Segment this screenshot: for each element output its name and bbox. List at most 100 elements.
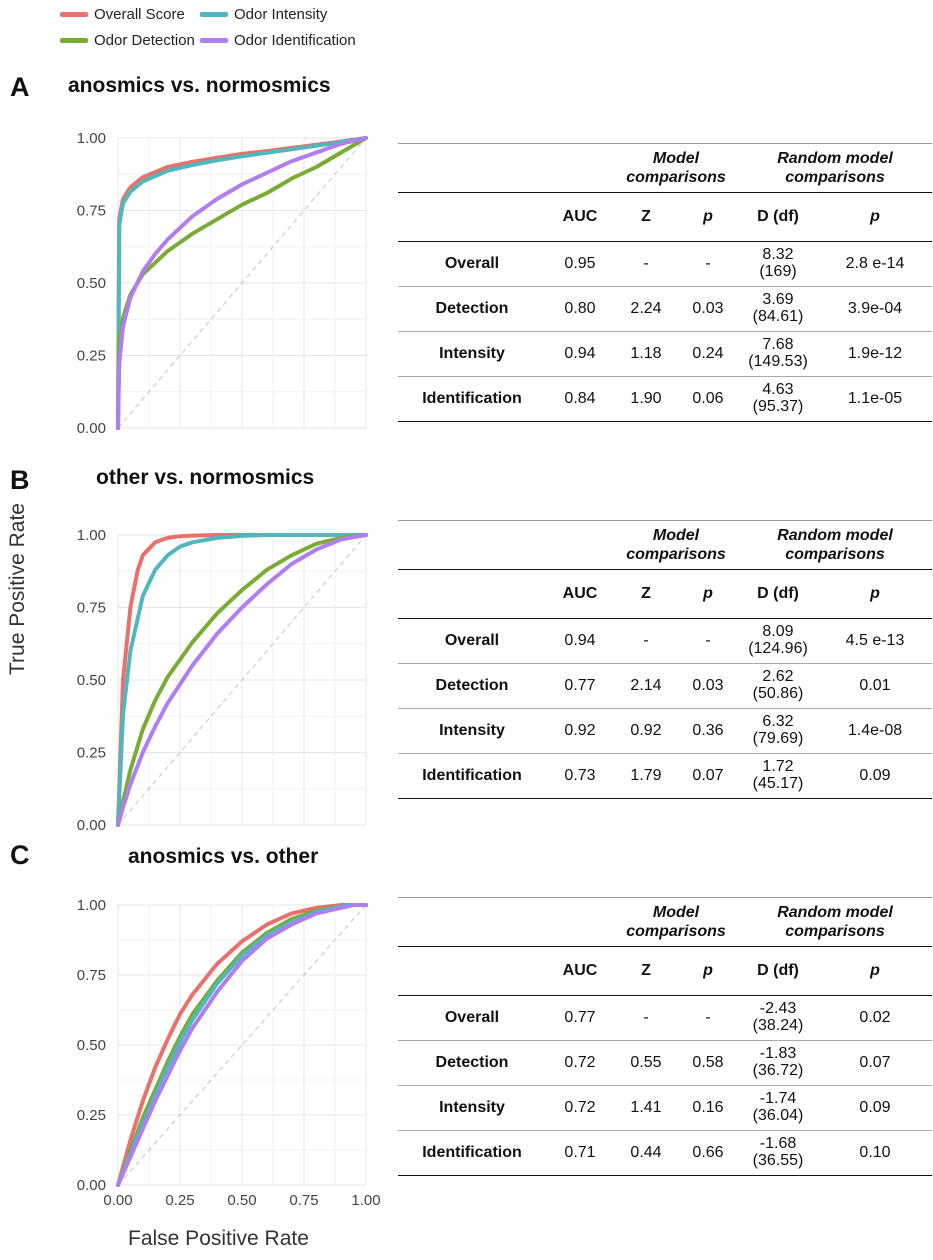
stats-table-a: Model comparisons Random model comparison… [398,143,932,422]
x-tick-label: 0.25 [165,1192,194,1209]
x-tick-label: 1.00 [351,1192,380,1209]
cell-z: - [614,241,678,287]
cell-d-df: 7.68 (149.53) [738,331,818,377]
header-random-p: p [818,569,932,619]
cell-p: 0.06 [678,376,738,422]
header-d-df: D (df) [738,192,818,242]
cell-d-df: 6.32 (79.69) [738,708,818,754]
y-axis-title: True Positive Rate [6,503,29,675]
cell-d-df: -2.43 (38.24) [738,995,818,1041]
cell-auc: 0.73 [546,753,614,799]
legend-label-overall: Overall Score [94,6,185,23]
cell-auc: 0.71 [546,1130,614,1176]
table-row: Identification 0.71 0.44 0.66 -1.68 (36.55) 0.… [398,1130,932,1176]
cell-d-df: 1.72 (45.17) [738,753,818,799]
cell-df-value: (38.24) [752,1017,804,1034]
y-tick-label: 1.00 [77,527,106,544]
cell-p: - [678,618,738,664]
x-tick-label: 0.75 [289,1192,318,1209]
cell-random-p: 1.1e-05 [818,376,932,422]
header-random-p: p [818,192,932,242]
roc-line-intensity [116,533,368,827]
table-row: Identification 0.73 1.79 0.07 1.72 (45.17) 0.0… [398,753,932,799]
cell-z: 0.44 [614,1130,678,1176]
cell-random-p: 2.8 e-14 [818,241,932,287]
cell-p: - [678,241,738,287]
cell-df-value: (79.69) [752,730,804,747]
table-row: Intensity 0.92 0.92 0.36 6.32 (79.69) 1.4e-08 [398,708,932,754]
roc-plot-a: 0.00 0.25 0.50 0.75 1.00 [77,130,368,437]
cell-auc: 0.72 [546,1085,614,1131]
cell-auc: 0.72 [546,1040,614,1086]
table-row: Detection 0.72 0.55 0.58 -1.83 (36.72) 0.07 [398,1040,932,1086]
legend-item-detection: Odor Detection [60,32,195,49]
header-random-model-comparisons: Random model comparisons [738,520,932,570]
y-tick-label: 0.50 [77,672,106,689]
panel-letter-a: A [10,72,30,102]
cell-z: - [614,618,678,664]
panel-letter-c: C [10,840,30,870]
cell-d-value: 2.62 [762,668,794,686]
y-tick-label: 0.00 [77,817,106,834]
cell-p: 0.03 [678,663,738,709]
cell-p: 0.24 [678,331,738,377]
cell-d-value: -1.74 [759,1090,797,1108]
row-label: Detection [398,1040,546,1086]
cell-random-p: 0.02 [818,995,932,1041]
row-label: Overall [398,995,546,1041]
legend-swatch-detection [60,38,88,43]
row-label: Identification [398,753,546,799]
header-z: Z [614,569,678,619]
y-tick-label: 0.75 [77,600,106,617]
header-model-comparisons: Model comparisons [614,897,738,947]
header-d-df: D (df) [738,569,818,619]
roc-line-identification [116,903,368,1187]
cell-random-p: 0.01 [818,663,932,709]
y-tick-label: 0.50 [77,1037,106,1054]
table-row: Detection 0.77 2.14 0.03 2.62 (50.86) 0.01 [398,663,932,709]
row-label: Detection [398,286,546,332]
cell-z: 2.14 [614,663,678,709]
legend-swatch-intensity [200,12,228,17]
y-tick-label: 0.25 [77,1107,106,1124]
header-p: p [678,192,738,242]
cell-d-df: -1.83 (36.72) [738,1040,818,1086]
y-tick-label: 1.00 [77,130,106,147]
cell-z: 2.24 [614,286,678,332]
roc-plot-b: 0.00 0.25 0.50 0.75 1.00 [77,527,368,834]
cell-d-df: 8.09 (124.96) [738,618,818,664]
cell-z: 0.92 [614,708,678,754]
header-random-p: p [818,946,932,996]
cell-d-df: 2.62 (50.86) [738,663,818,709]
cell-df-value: (45.17) [752,775,804,792]
y-tick-label: 0.25 [77,745,106,762]
row-label: Overall [398,241,546,287]
header-empty-cell [546,897,614,947]
row-label: Identification [398,1130,546,1176]
cell-auc: 0.77 [546,995,614,1041]
y-tick-label: 1.00 [77,897,106,914]
cell-df-value: (36.55) [752,1152,804,1169]
cell-d-df: -1.74 (36.04) [738,1085,818,1131]
cell-p: 0.03 [678,286,738,332]
cell-d-value: 8.09 [762,623,794,641]
table-row: Detection 0.80 2.24 0.03 3.69 (84.61) 3.9e-04 [398,286,932,332]
diagonal-reference-line [117,137,367,429]
diagonal-reference-line [117,534,367,826]
header-z: Z [614,192,678,242]
cell-random-p: 4.5 e-13 [818,618,932,664]
panel-title-c: anosmics vs. other [128,845,319,868]
cell-auc: 0.94 [546,331,614,377]
header-random-model-comparisons: Random model comparisons [738,897,932,947]
cell-df-value: (95.37) [752,398,804,415]
cell-d-value: 8.32 [762,246,794,264]
cell-df-value: (36.04) [752,1107,804,1124]
cell-random-p: 3.9e-04 [818,286,932,332]
header-empty-cell [398,192,546,242]
row-label: Detection [398,663,546,709]
table-row: Overall 0.77- - -2.43 (38.24) 0.02 [398,995,932,1041]
cell-df-value: (149.53) [748,353,808,370]
header-empty-cell [398,946,546,996]
table-row: Identification 0.84 1.90 0.06 4.63 (95.37) 1.1… [398,376,932,422]
